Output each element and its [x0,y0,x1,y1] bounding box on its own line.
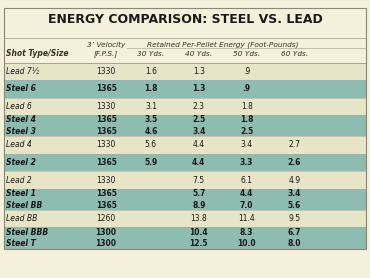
Text: 3’ Velocity: 3’ Velocity [87,41,125,48]
Text: 4.4: 4.4 [193,140,205,150]
Text: Lead 4: Lead 4 [6,140,32,150]
FancyBboxPatch shape [4,115,366,136]
Text: 1330: 1330 [97,175,116,185]
Text: 1365
1365: 1365 1365 [96,189,117,210]
FancyBboxPatch shape [4,80,366,98]
Text: 1330: 1330 [97,140,116,150]
Text: 3.4
5.6: 3.4 5.6 [288,189,301,210]
Text: Steel 2: Steel 2 [6,158,36,167]
Text: Steel BBB
Steel T: Steel BBB Steel T [6,228,48,248]
Text: 2.7: 2.7 [289,140,300,150]
Text: 1330: 1330 [97,67,116,76]
Text: 1365: 1365 [96,158,117,167]
Text: 1.8: 1.8 [241,102,253,111]
Text: Steel 1
Steel BB: Steel 1 Steel BB [6,189,43,210]
Text: 1.8
2.5: 1.8 2.5 [240,115,253,136]
Text: Steel 6: Steel 6 [6,84,36,93]
Text: Steel 4
Steel 3: Steel 4 Steel 3 [6,115,36,136]
Text: .9: .9 [243,84,251,93]
Text: 1300
1300: 1300 1300 [95,228,117,248]
Text: Retained Per-Pellet Energy (Foot-Pounds): Retained Per-Pellet Energy (Foot-Pounds) [147,41,299,48]
Text: 4.4: 4.4 [192,158,205,167]
FancyBboxPatch shape [4,227,366,249]
FancyBboxPatch shape [4,98,366,115]
Text: 1.3: 1.3 [192,84,205,93]
Text: 4.9: 4.9 [289,175,300,185]
Text: 5.7
8.9: 5.7 8.9 [192,189,205,210]
Text: 5.9: 5.9 [144,158,158,167]
Text: 2.6: 2.6 [288,158,301,167]
FancyBboxPatch shape [4,189,366,210]
Text: 1.6: 1.6 [145,67,157,76]
Text: Lead BB: Lead BB [6,214,38,223]
Text: 6.1: 6.1 [240,175,253,185]
Text: Lead 2: Lead 2 [6,175,32,185]
Text: 3.1: 3.1 [145,102,157,111]
Text: .9: .9 [243,67,250,76]
Text: Lead 6: Lead 6 [6,102,32,111]
Text: Lead 7½: Lead 7½ [6,67,40,76]
Text: 2.5
3.4: 2.5 3.4 [192,115,205,136]
Text: 1330: 1330 [97,102,116,111]
Text: 1260: 1260 [97,214,116,223]
Text: 3.4: 3.4 [240,140,253,150]
Text: 11.4: 11.4 [238,214,255,223]
Text: 60 Yds.: 60 Yds. [281,51,308,57]
FancyBboxPatch shape [4,171,366,189]
Text: 30 Yds.: 30 Yds. [137,51,165,57]
Text: ENERGY COMPARISON: STEEL VS. LEAD: ENERGY COMPARISON: STEEL VS. LEAD [48,13,322,26]
Text: 1.3: 1.3 [193,67,205,76]
Text: 7.5: 7.5 [193,175,205,185]
Text: 1365
1365: 1365 1365 [96,115,117,136]
Text: 5.6: 5.6 [145,140,157,150]
Text: 50 Yds.: 50 Yds. [233,51,260,57]
Text: 1.8: 1.8 [144,84,158,93]
Text: 40 Yds.: 40 Yds. [185,51,212,57]
FancyBboxPatch shape [4,136,366,154]
FancyBboxPatch shape [4,210,366,227]
FancyBboxPatch shape [4,63,366,80]
Text: 4.4
7.0: 4.4 7.0 [240,189,253,210]
Text: 10.4
12.5: 10.4 12.5 [189,228,208,248]
Text: 1365: 1365 [96,84,117,93]
Text: 3.3: 3.3 [240,158,253,167]
FancyBboxPatch shape [4,154,366,171]
Text: [F.P.S.]: [F.P.S.] [94,50,118,57]
Text: Shot Type/Size: Shot Type/Size [6,49,68,58]
Text: 3.5
4.6: 3.5 4.6 [144,115,158,136]
Text: 9.5: 9.5 [289,214,300,223]
Text: 6.7
8.0: 6.7 8.0 [288,228,301,248]
Text: 8.3
10.0: 8.3 10.0 [237,228,256,248]
FancyBboxPatch shape [4,38,366,63]
Text: 2.3: 2.3 [193,102,205,111]
Text: 13.8: 13.8 [191,214,207,223]
